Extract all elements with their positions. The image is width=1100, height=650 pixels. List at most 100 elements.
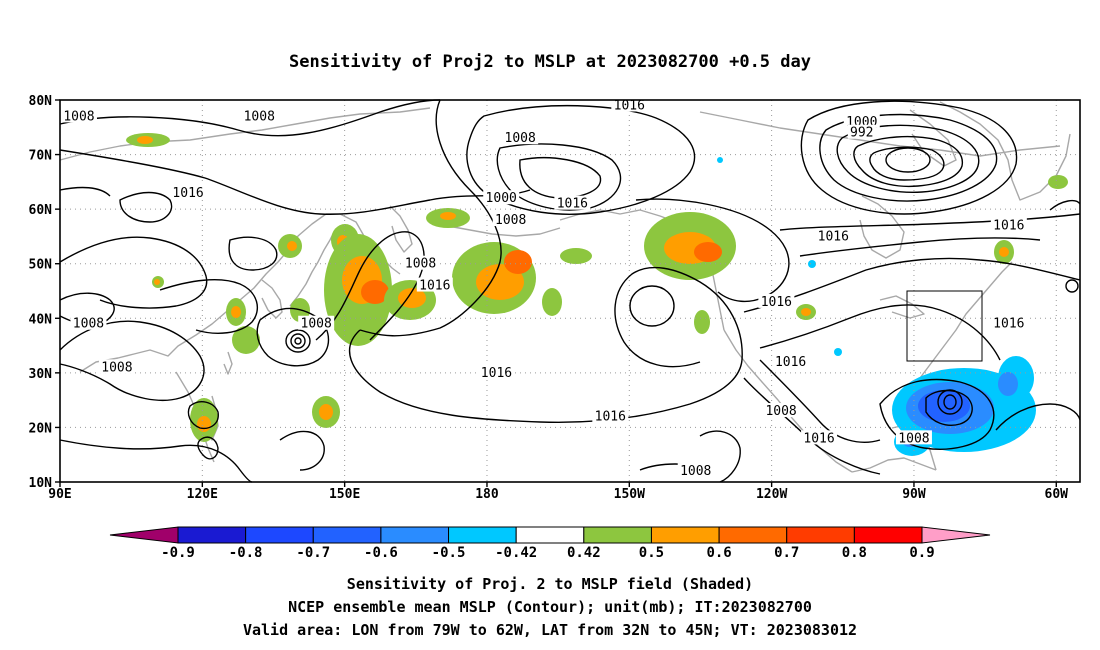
colorbar-label: 0.42: [567, 545, 601, 561]
contour-line: [799, 237, 1041, 257]
contour-line: [943, 394, 957, 410]
lon-label: 90W: [902, 487, 926, 502]
contour-label-bg: [772, 353, 809, 368]
lat-label: 30N: [29, 367, 53, 382]
footer-line-3: Valid area: LON from 79W to 62W, LAT fro…: [243, 621, 857, 639]
contour-line: [779, 213, 1081, 231]
contour-label: 1008: [301, 317, 332, 332]
contour-label-bg: [98, 359, 135, 374]
lon-label: 150W: [614, 487, 645, 502]
contour-line: [59, 439, 253, 483]
lon-label: 150E: [329, 487, 360, 502]
colorbar-swatch: [786, 526, 855, 544]
contour-label-bg: [611, 97, 648, 112]
lat-label: 80N: [29, 94, 53, 109]
coast-korea: [261, 279, 283, 319]
lat-label: 40N: [29, 312, 53, 327]
contour-line: [743, 257, 1081, 313]
colorbar-swatch: [380, 526, 450, 544]
contour-label: 1016: [775, 355, 806, 370]
contour-label-bg: [402, 255, 439, 270]
map-panel: 1008 100810161008101610009921000100810161…: [29, 94, 1081, 502]
colorbar: -0.9 -0.8 -0.7 -0.6 -0.5 -0.42 0.42 0.5 0.6 0.7 0.…: [109, 526, 991, 561]
colorbar-swatch: [853, 526, 923, 544]
contour-line: [466, 104, 696, 215]
contour-label-bg: [554, 195, 591, 210]
colorbar-swatch: [650, 526, 720, 544]
contour-label: 1008: [898, 431, 929, 446]
contour-line: [285, 329, 311, 353]
contour-line: [635, 198, 790, 302]
sensitivity-patch: [398, 288, 426, 308]
coast-arctic-na: [699, 111, 1061, 157]
colorbar-label: 0.9: [909, 545, 934, 561]
contour-label-bg: [843, 113, 880, 128]
sensitivity-patch: [542, 288, 562, 316]
contour-line: [359, 99, 502, 337]
contour-label: 992: [850, 126, 873, 141]
contour-label-bg: [492, 212, 529, 227]
contour-label: 1000: [486, 191, 517, 206]
sensitivity-patch: [1048, 175, 1068, 189]
colorbar-arrow-left: [109, 526, 179, 544]
lon-label: 180: [475, 487, 499, 502]
contour-label-bg: [483, 190, 520, 205]
lon-label: 90E: [48, 487, 71, 502]
contour-line: [853, 135, 964, 188]
contour-label: 1016: [803, 431, 834, 446]
mslp-contours: [59, 99, 1081, 483]
coast-gulf: [851, 457, 937, 473]
contour-label-bg: [815, 228, 852, 243]
sensitivity-patch: [717, 157, 723, 163]
sensitivity-patch: [231, 306, 241, 318]
contour-line: [1049, 199, 1081, 211]
contour-label-bg: [478, 364, 515, 379]
map-frame: [59, 99, 1081, 483]
lat-label: 50N: [29, 258, 53, 273]
sensitivity-patch: [998, 372, 1018, 396]
contour-label-bg: [170, 184, 207, 199]
sensitivity-patch: [504, 250, 532, 274]
contour-line: [59, 99, 441, 137]
contour-label: 1016: [614, 98, 645, 113]
contour-line: [759, 304, 1001, 361]
contour-line: [819, 113, 998, 202]
contour-label-bg: [763, 403, 800, 418]
longitude-labels: 90E 120E 150E 180 150W 120W 90W 60W: [48, 482, 1068, 502]
contour-line: [279, 430, 325, 471]
contour-line: [349, 329, 743, 423]
contour-line: [995, 403, 1081, 431]
colorbar-label: -0.5: [432, 545, 466, 561]
latitude-labels: 80N 70N 60N 50N 40N 30N 20N 10N: [29, 94, 60, 491]
contour-label-bg: [416, 277, 453, 292]
colorbar-label: 0.8: [842, 545, 867, 561]
contour-label-bg: [758, 293, 795, 308]
colorbar-label: -0.8: [229, 545, 263, 561]
contour-label: 1008: [680, 464, 711, 479]
sensitivity-patch: [319, 404, 333, 420]
colorbar-swatch: [245, 526, 314, 544]
contour-label: 1008: [495, 213, 526, 228]
contour-label: 1008: [765, 404, 796, 419]
colorbar-swatch: [718, 526, 788, 544]
contour-label-bg: [502, 130, 539, 145]
sensitivity-patch: [834, 348, 842, 356]
sensitivity-patch: [476, 264, 524, 300]
sensitivity-patch: [232, 326, 260, 354]
coast-greenland: [939, 101, 1071, 201]
contour-label: 1008: [63, 109, 94, 124]
contour-line: [197, 436, 219, 460]
contour-line: [59, 149, 531, 215]
sensitivity-patch: [801, 308, 811, 316]
contour-line: [59, 186, 111, 197]
sensitivity-patch: [137, 136, 153, 144]
coast-taiwan: [223, 351, 233, 375]
contour-line: [228, 236, 278, 271]
contour-line: [699, 430, 741, 483]
contour-label-bg: [70, 315, 107, 330]
footer-line-2: NCEP ensemble mean MSLP (Contour); unit(…: [288, 598, 812, 616]
lat-label: 70N: [29, 149, 53, 164]
contour-label-bg: [801, 430, 838, 445]
contour-label: 1016: [419, 279, 450, 294]
contour-line: [59, 320, 205, 401]
